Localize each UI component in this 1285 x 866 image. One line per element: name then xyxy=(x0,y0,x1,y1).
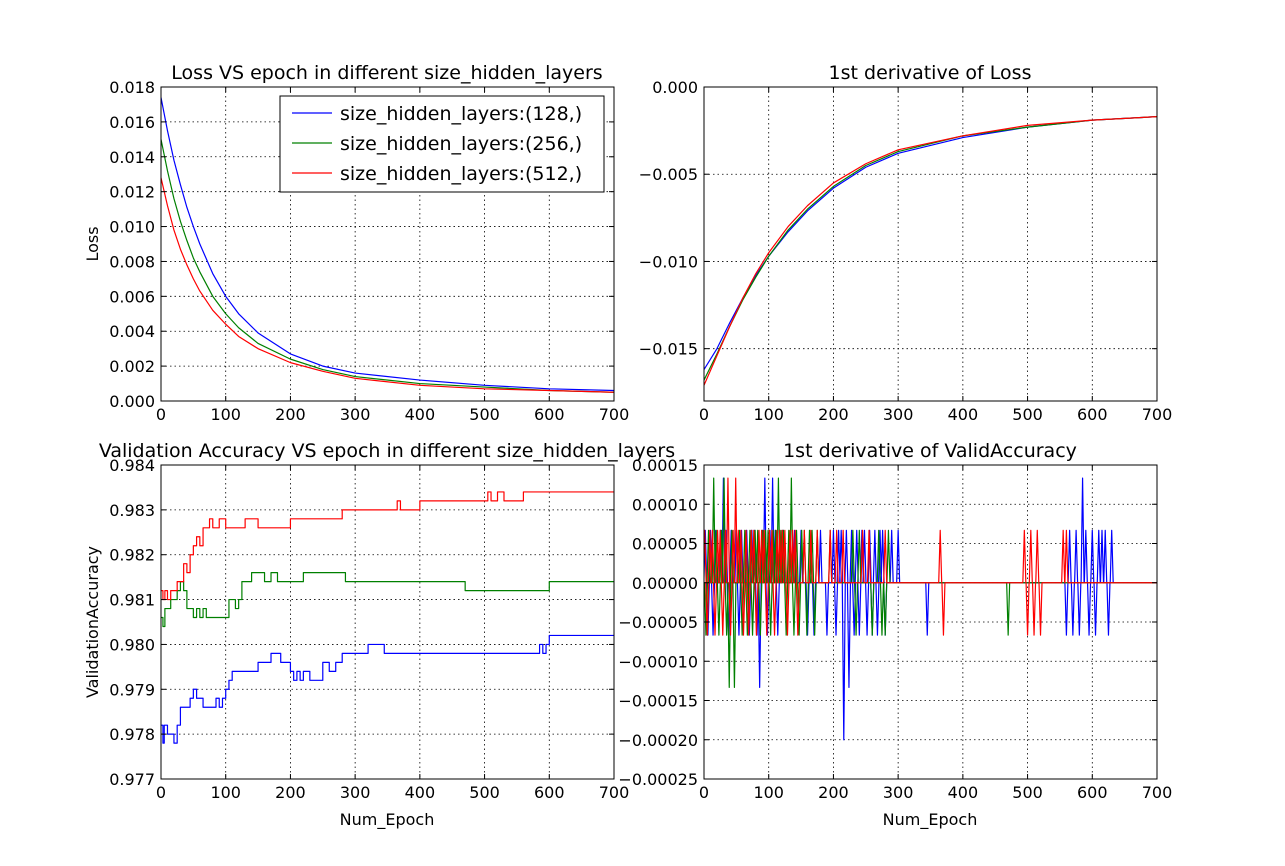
accuracy-derivative-chart-ytick-label: 0.00010 xyxy=(632,495,698,514)
accuracy-derivative-chart-ytick-label: −0.00015 xyxy=(618,692,698,711)
legend-label-128: size_hidden_layers:(128,) xyxy=(340,103,582,125)
accuracy-derivative-chart-ytick-label: 0.00005 xyxy=(632,535,698,554)
legend-label-256: size_hidden_layers:(256,) xyxy=(340,133,582,155)
loss-chart-series-0 xyxy=(161,97,614,392)
accuracy-derivative-chart-xtick-label: 700 xyxy=(1142,783,1173,802)
accuracy-derivative-chart-series-2 xyxy=(704,477,1157,636)
loss-chart-ytick-label: 0.018 xyxy=(109,78,155,97)
accuracy-chart-xtick-label: 700 xyxy=(599,783,630,802)
loss-derivative-chart-xtick-label: 500 xyxy=(1012,405,1043,424)
accuracy-chart-xtick-label: 400 xyxy=(405,783,436,802)
accuracy-chart-xtick-label: 0 xyxy=(156,783,166,802)
accuracy-chart-xtick-label: 100 xyxy=(210,783,241,802)
accuracy-derivative-chart: 1st derivative of ValidAccuracy Num_Epoc… xyxy=(618,440,1172,830)
accuracy-derivative-chart-series-group xyxy=(704,477,1157,741)
accuracy-chart-ytick-label: 0.977 xyxy=(109,770,155,789)
loss-derivative-chart-xtick-label: 0 xyxy=(699,405,709,424)
loss-chart-ytick-label: 0.014 xyxy=(109,148,155,167)
accuracy-chart-series-1 xyxy=(161,572,614,628)
loss-chart-xtick-label: 500 xyxy=(469,405,500,424)
loss-chart-title: Loss VS epoch in different size_hidden_l… xyxy=(171,62,602,84)
loss-derivative-chart-xtick-label: 300 xyxy=(883,405,914,424)
loss-derivative-chart-grid xyxy=(704,87,1157,401)
loss-chart-series-group xyxy=(161,97,614,393)
loss-chart-series-2 xyxy=(161,177,614,393)
accuracy-chart-ytick-label: 0.979 xyxy=(109,680,155,699)
accuracy-derivative-chart-ytick-label: −0.00020 xyxy=(618,731,698,750)
loss-chart-xtick-label: 100 xyxy=(210,405,241,424)
loss-derivative-chart: 1st derivative of Loss 0 100 200 300 400 500 6… xyxy=(639,62,1172,424)
accuracy-derivative-chart-xtick-label: 500 xyxy=(1012,783,1043,802)
accuracy-chart-xlabel: Num_Epoch xyxy=(340,810,435,830)
loss-derivative-chart-series-group xyxy=(704,116,1157,386)
loss-derivative-chart-ytick-label: −0.005 xyxy=(639,165,698,184)
accuracy-derivative-chart-ytick-label: 0.00015 xyxy=(632,456,698,475)
loss-derivative-chart-series-2 xyxy=(704,116,1157,386)
accuracy-derivative-chart-xtick-label: 300 xyxy=(883,783,914,802)
loss-chart-xtick-label: 400 xyxy=(405,405,436,424)
accuracy-derivative-chart-xtick-label: 400 xyxy=(948,783,979,802)
legend-label-512: size_hidden_layers:(512,) xyxy=(340,163,582,185)
loss-chart-xtick-label: 200 xyxy=(275,405,306,424)
accuracy-derivative-chart-ytick-label: −0.00005 xyxy=(618,613,698,632)
loss-derivative-chart-xtick-label: 600 xyxy=(1077,405,1108,424)
accuracy-derivative-chart-xtick-label: 600 xyxy=(1077,783,1108,802)
loss-chart-ytick-label: 0.000 xyxy=(109,392,155,411)
loss-chart-ytick-label: 0.010 xyxy=(109,218,155,237)
loss-derivative-chart-xtick-label: 200 xyxy=(818,405,849,424)
loss-derivative-chart-xtick-label: 100 xyxy=(753,405,784,424)
loss-chart-legend: size_hidden_layers:(128,) size_hidden_la… xyxy=(279,95,605,193)
loss-derivative-chart-ytick-label: 0.000 xyxy=(652,78,698,97)
accuracy-derivative-chart-title: 1st derivative of ValidAccuracy xyxy=(783,440,1077,462)
accuracy-chart-frame xyxy=(160,464,615,780)
accuracy-chart-xtick-label: 600 xyxy=(534,783,565,802)
loss-derivative-chart-frame xyxy=(703,86,1158,402)
loss-chart-xtick-label: 600 xyxy=(534,405,565,424)
loss-derivative-chart-xtick-label: 400 xyxy=(948,405,979,424)
loss-chart: Loss VS epoch in different size_hidden_l… xyxy=(83,62,629,424)
loss-chart-ytick-label: 0.006 xyxy=(109,287,155,306)
accuracy-chart-xtick-label: 300 xyxy=(340,783,371,802)
accuracy-derivative-chart-xtick-label: 100 xyxy=(753,783,784,802)
loss-chart-frame xyxy=(160,86,615,402)
accuracy-chart-ytick-label: 0.981 xyxy=(109,591,155,610)
accuracy-chart-ylabel: ValidationAccuracy xyxy=(83,546,102,698)
accuracy-chart-ytick-label: 0.978 xyxy=(109,725,155,744)
accuracy-derivative-chart-ytick-label: −0.00010 xyxy=(618,652,698,671)
legend-box xyxy=(279,95,605,193)
accuracy-derivative-chart-ytick-label: 0.00000 xyxy=(632,574,698,593)
loss-chart-ytick-label: 0.004 xyxy=(109,322,155,341)
accuracy-chart-xtick-label: 200 xyxy=(275,783,306,802)
accuracy-chart-series-group xyxy=(161,491,614,744)
accuracy-derivative-chart-xlabel: Num_Epoch xyxy=(883,810,978,830)
accuracy-chart-title: Validation Accuracy VS epoch in differen… xyxy=(99,440,675,462)
accuracy-chart-ytick-label: 0.982 xyxy=(109,546,155,565)
loss-chart-xtick-label: 300 xyxy=(340,405,371,424)
loss-chart-ylabel: Loss xyxy=(83,226,102,261)
loss-chart-ytick-label: 0.008 xyxy=(109,252,155,271)
loss-chart-xtick-label: 700 xyxy=(599,405,630,424)
accuracy-derivative-chart-xtick-label: 0 xyxy=(699,783,709,802)
loss-derivative-chart-xtick-label: 700 xyxy=(1142,405,1173,424)
accuracy-chart-xtick-label: 500 xyxy=(469,783,500,802)
accuracy-chart-ytick-label: 0.980 xyxy=(109,635,155,654)
accuracy-chart: Validation Accuracy VS epoch in differen… xyxy=(83,440,675,830)
loss-chart-xtick-label: 0 xyxy=(156,405,166,424)
loss-chart-ytick-label: 0.012 xyxy=(109,183,155,202)
accuracy-chart-ytick-label: 0.984 xyxy=(109,456,155,475)
loss-derivative-chart-ytick-label: −0.015 xyxy=(639,340,698,359)
accuracy-chart-series-2 xyxy=(161,491,614,601)
loss-chart-ytick-label: 0.016 xyxy=(109,113,155,132)
accuracy-derivative-chart-ytick-label: −0.00025 xyxy=(618,770,698,789)
accuracy-chart-series-0 xyxy=(161,634,614,744)
accuracy-chart-ytick-label: 0.983 xyxy=(109,501,155,520)
accuracy-derivative-chart-xtick-label: 200 xyxy=(818,783,849,802)
loss-chart-series-1 xyxy=(161,139,614,393)
loss-derivative-chart-title: 1st derivative of Loss xyxy=(829,62,1032,84)
loss-chart-ytick-label: 0.002 xyxy=(109,357,155,376)
loss-derivative-chart-ytick-label: −0.010 xyxy=(639,252,698,271)
